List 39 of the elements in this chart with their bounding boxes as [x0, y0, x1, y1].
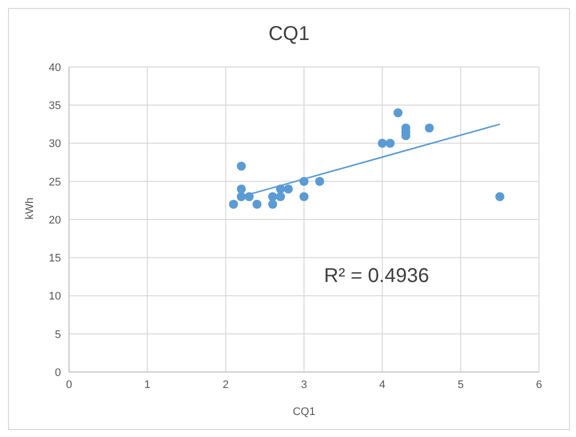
point [244, 192, 254, 202]
point [299, 192, 309, 202]
point [236, 162, 246, 171]
point [393, 108, 403, 118]
point [424, 123, 434, 133]
chart-title: CQ1 [267, 22, 311, 47]
y-tick-label: 30 [48, 138, 61, 150]
x-tick-label: 6 [536, 378, 542, 391]
point [228, 200, 238, 209]
point [284, 184, 293, 194]
y-tick-label: 5 [54, 328, 61, 341]
point [378, 138, 387, 148]
point [495, 192, 504, 202]
x-tick-label: 2 [222, 378, 229, 391]
point [276, 192, 286, 202]
y-tick-label: 0 [54, 366, 61, 379]
y-tick-label: 35 [48, 100, 61, 112]
x-tick-label: 3 [300, 378, 308, 391]
y-axis-title: kWh [24, 198, 36, 220]
x-tick-label: 4 [379, 378, 386, 391]
point [236, 192, 246, 202]
x-tick-label: 1 [144, 378, 150, 391]
point [268, 200, 278, 209]
annotation: R² = 0.4936 [324, 265, 430, 287]
point [276, 184, 286, 194]
y-tick-label: 20 [48, 214, 61, 226]
y-tick-label: 40 [48, 62, 61, 74]
y-tick-label: 25 [48, 176, 61, 188]
point [236, 184, 246, 194]
point [315, 176, 324, 186]
point [268, 192, 278, 202]
point [252, 200, 262, 209]
x-tick-label: 5 [458, 378, 464, 391]
point [386, 138, 395, 148]
x-tick-label: 0 [66, 378, 72, 391]
y-tick-label: 10 [48, 290, 61, 303]
point [299, 176, 309, 186]
x-axis-title: CQ1 [292, 406, 316, 418]
y-tick-label: 15 [48, 252, 61, 265]
